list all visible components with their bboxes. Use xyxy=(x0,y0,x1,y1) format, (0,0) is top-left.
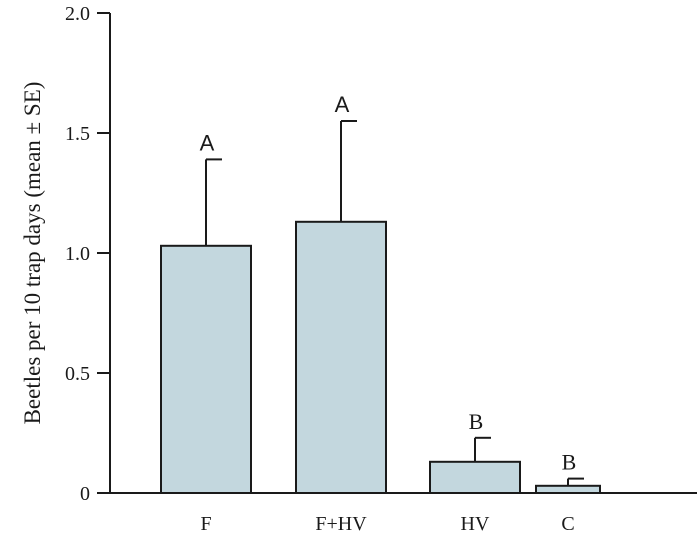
bar xyxy=(295,220,387,495)
x-tick-label: F xyxy=(200,513,211,535)
significance-label: B xyxy=(562,450,577,475)
y-tick-label: 0 xyxy=(80,483,90,505)
x-tick-label: C xyxy=(561,513,574,535)
significance-label: B xyxy=(469,409,484,434)
y-axis-title: Beetles per 10 trap days (mean ± SE) xyxy=(20,82,45,425)
y-axis: 0 0.5 1.0 1.5 2.0 xyxy=(65,3,111,505)
significance-label: A xyxy=(200,130,215,155)
x-tick-label: F+HV xyxy=(315,513,367,535)
bar xyxy=(535,484,601,494)
x-tick-label: HV xyxy=(461,513,490,535)
y-tick-label: 2.0 xyxy=(65,3,90,25)
bars-group: A A B B xyxy=(160,92,601,495)
bar xyxy=(429,460,521,494)
significance-label: A xyxy=(335,92,350,117)
x-axis: F F+HV HV C xyxy=(110,492,697,535)
bar xyxy=(160,244,252,494)
y-tick-label: 0.5 xyxy=(65,363,90,385)
y-tick-label: 1.0 xyxy=(65,243,90,265)
y-axis-title-group: Beetles per 10 trap days (mean ± SE) xyxy=(20,82,45,425)
y-tick-label: 1.5 xyxy=(65,123,90,145)
